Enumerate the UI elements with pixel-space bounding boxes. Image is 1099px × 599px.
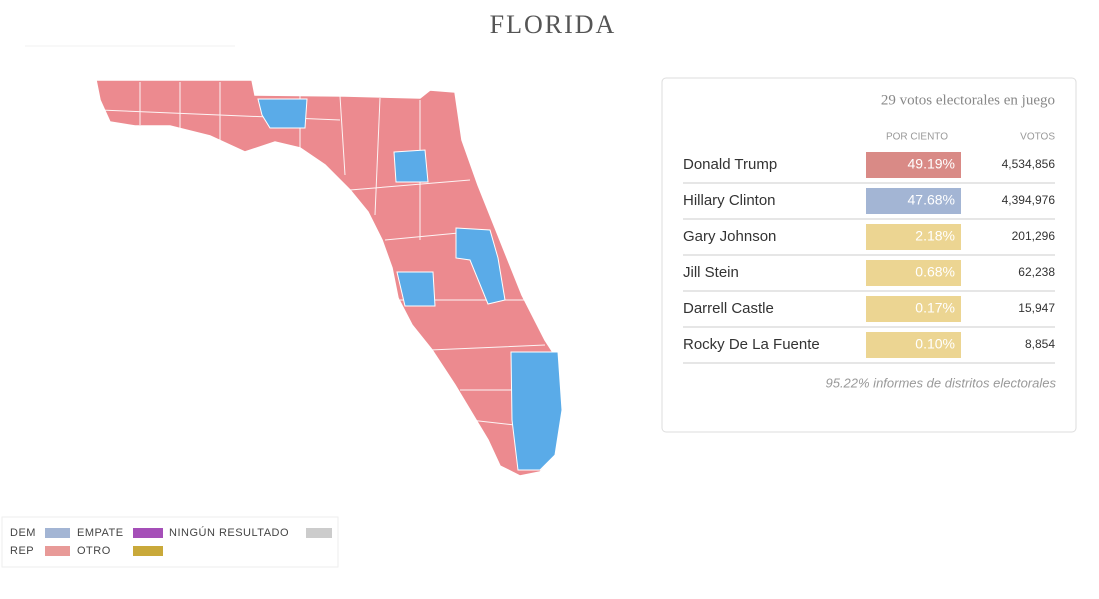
votes: 15,947 — [1018, 301, 1055, 315]
state-shape — [95, 79, 563, 477]
candidate-name: Darrell Castle — [683, 300, 774, 317]
percent-cell — [866, 224, 961, 250]
votes: 8,854 — [1025, 337, 1055, 351]
candidate-name: Gary Johnson — [683, 228, 776, 245]
percent-cell — [866, 188, 961, 214]
percent: 0.10% — [915, 336, 955, 352]
legend-swatch — [133, 528, 163, 538]
legend-swatch — [45, 546, 70, 556]
votes: 62,238 — [1018, 265, 1055, 279]
percent-cell — [866, 152, 961, 178]
percent: 0.68% — [915, 264, 955, 280]
map — [95, 79, 563, 477]
column-header: VOTOS — [1020, 132, 1055, 143]
legend-label: OTRO — [77, 545, 111, 557]
percent: 2.18% — [915, 228, 955, 244]
county — [393, 149, 429, 183]
percent-cell — [866, 296, 961, 322]
county — [396, 271, 436, 307]
votes: 4,394,976 — [1002, 193, 1056, 207]
percent-cell — [866, 260, 961, 286]
legend-swatch — [45, 528, 70, 538]
panel-footer: 95.22% informes de distritos electorales — [825, 375, 1056, 390]
legend-label: REP — [10, 545, 34, 557]
percent-cell — [866, 332, 961, 358]
legend-label: EMPATE — [77, 527, 124, 539]
legend-swatch — [306, 528, 332, 538]
county — [257, 98, 308, 129]
column-header: POR CIENTO — [886, 132, 948, 143]
county — [510, 351, 563, 471]
panel-heading: 29 votos electorales en juego — [881, 92, 1055, 108]
candidate-name: Rocky De La Fuente — [683, 336, 820, 353]
legend — [1, 516, 339, 568]
legend-label: NINGÚN RESULTADO — [169, 526, 289, 539]
legend-swatch — [133, 546, 163, 556]
votes: 201,296 — [1012, 229, 1056, 243]
county — [455, 227, 506, 305]
candidate-name: Donald Trump — [683, 156, 777, 173]
percent: 0.17% — [915, 300, 955, 316]
percent: 49.19% — [908, 156, 955, 172]
state-title: FLORIDA — [490, 10, 617, 39]
candidate-name: Hillary Clinton — [683, 192, 776, 209]
legend-label: DEM — [10, 527, 36, 539]
candidate-name: Jill Stein — [683, 264, 739, 281]
votes: 4,534,856 — [1002, 157, 1056, 171]
percent: 47.68% — [908, 192, 955, 208]
